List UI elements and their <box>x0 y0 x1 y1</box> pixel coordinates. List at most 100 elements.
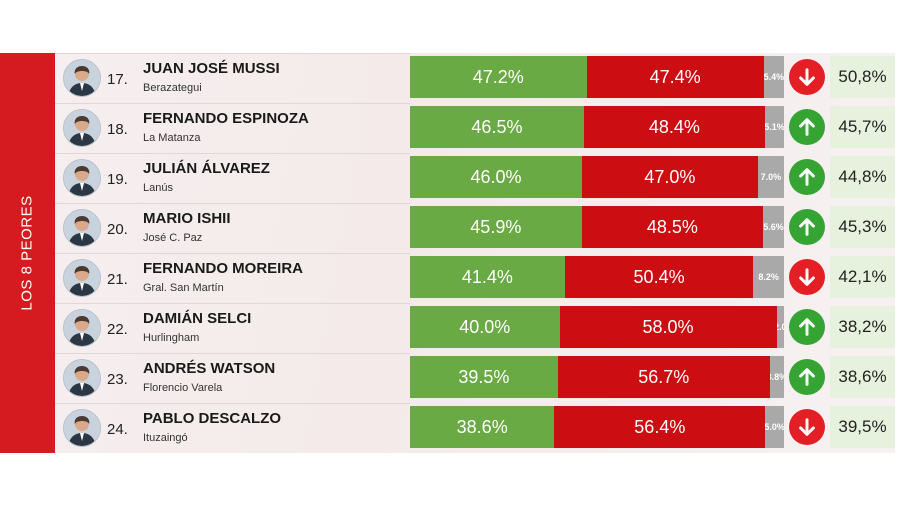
mayor-name: JUAN JOSÉ MUSSI <box>143 60 280 77</box>
table-row-4: 20. MARIO ISHII José C. Paz 45.9% 48.5% … <box>55 203 895 253</box>
opinion-bar: 46.0% 47.0% 7.0% <box>410 156 784 198</box>
district-name: Florencio Varela <box>143 382 223 394</box>
ns-nc-segment: 5.0% <box>765 406 784 448</box>
ns-nc-label: 5.4% <box>763 72 784 82</box>
trend-badge <box>789 259 825 295</box>
district-name: Gral. San Martín <box>143 282 224 294</box>
arrow-down-icon <box>799 68 815 86</box>
positive-segment: 46.0% <box>410 156 583 198</box>
positive-label: 46.5% <box>471 116 523 137</box>
negative-segment: 56.7% <box>557 356 770 398</box>
opinion-bar: 38.6% 56.4% 5.0% <box>410 406 784 448</box>
row-divider <box>55 53 410 54</box>
trend-badge <box>789 409 825 445</box>
row-divider <box>55 403 410 404</box>
row-divider <box>55 103 410 104</box>
positive-label: 45.9% <box>470 216 522 237</box>
positive-segment: 47.2% <box>410 56 587 98</box>
opinion-bar: 45.9% 48.5% 5.6% <box>410 206 784 248</box>
trend-badge <box>789 59 825 95</box>
arrow-down-icon <box>799 418 815 436</box>
ns-nc-segment: 5.4% <box>763 56 784 98</box>
ns-nc-segment: 8.2% <box>753 256 784 298</box>
previous-value: 42,1% <box>830 256 895 298</box>
ns-nc-label: 2.0 <box>777 322 784 332</box>
avatar <box>63 359 101 397</box>
person-icon <box>64 60 100 96</box>
table-row-1: 17. JUAN JOSÉ MUSSI Berazategui 47.2% 47… <box>55 53 895 103</box>
person-icon <box>64 160 100 196</box>
mayor-name: PABLO DESCALZO <box>143 410 282 427</box>
negative-label: 50.4% <box>633 266 685 287</box>
negative-segment: 50.4% <box>564 256 754 298</box>
mayor-name: FERNANDO ESPINOZA <box>143 110 309 127</box>
previous-value: 38,6% <box>830 356 895 398</box>
arrow-down-icon <box>799 268 815 286</box>
table-row-6: 22. DAMIÁN SELCI Hurlingham 40.0% 58.0% … <box>55 303 895 353</box>
opinion-bar: 40.0% 58.0% 2.0 <box>410 306 784 348</box>
ns-nc-segment: 7.0% <box>757 156 784 198</box>
negative-segment: 48.5% <box>581 206 764 248</box>
person-icon <box>64 360 100 396</box>
table-row-7: 23. ANDRÉS WATSON Florencio Varela 39.5%… <box>55 353 895 403</box>
ns-nc-label: 5.0% <box>765 422 784 432</box>
rank-number: 23. <box>107 371 128 388</box>
person-icon <box>64 410 100 446</box>
previous-value: 45,3% <box>830 206 895 248</box>
positive-segment: 46.5% <box>410 106 584 148</box>
avatar <box>63 259 101 297</box>
trend-badge <box>789 109 825 145</box>
positive-segment: 39.5% <box>410 356 558 398</box>
district-name: Hurlingham <box>143 332 200 344</box>
mayor-name: JULIÁN ÁLVAREZ <box>143 160 270 177</box>
row-divider <box>55 303 410 304</box>
avatar <box>63 59 101 97</box>
trend-badge <box>789 209 825 245</box>
previous-value: 45,7% <box>830 106 895 148</box>
avatar <box>63 159 101 197</box>
arrow-up-icon <box>799 368 815 386</box>
negative-label: 48.4% <box>648 116 700 137</box>
negative-label: 47.0% <box>644 166 696 187</box>
opinion-bar: 47.2% 47.4% 5.4% <box>410 56 784 98</box>
negative-segment: 56.4% <box>554 406 766 448</box>
trend-badge <box>789 159 825 195</box>
mayor-name: ANDRÉS WATSON <box>143 360 276 377</box>
rank-number: 20. <box>107 221 128 238</box>
ns-nc-segment: 2.0 <box>776 306 784 348</box>
arrow-up-icon <box>799 218 815 236</box>
person-icon <box>64 210 100 246</box>
row-divider <box>55 153 410 154</box>
rank-number: 24. <box>107 421 128 438</box>
opinion-bar: 41.4% 50.4% 8.2% <box>410 256 784 298</box>
avatar <box>63 409 101 447</box>
trend-badge <box>789 359 825 395</box>
previous-value: 44,8% <box>830 156 895 198</box>
rank-number: 21. <box>107 271 128 288</box>
side-band <box>0 53 55 453</box>
rank-number: 17. <box>107 71 128 88</box>
ns-nc-label: 3.8% <box>770 372 784 382</box>
previous-value: 50,8% <box>830 56 895 98</box>
negative-segment: 58.0% <box>559 306 777 348</box>
table-row-8: 24. PABLO DESCALZO Ituzaingó 38.6% 56.4%… <box>55 403 895 453</box>
negative-segment: 47.4% <box>586 56 764 98</box>
district-name: La Matanza <box>143 132 201 144</box>
negative-label: 56.7% <box>638 366 690 387</box>
mayor-name: MARIO ISHII <box>143 210 231 227</box>
positive-label: 46.0% <box>470 166 522 187</box>
person-icon <box>64 310 100 346</box>
rank-number: 19. <box>107 171 128 188</box>
avatar <box>63 309 101 347</box>
negative-label: 47.4% <box>649 66 701 87</box>
table-row-2: 18. FERNANDO ESPINOZA La Matanza 46.5% 4… <box>55 103 895 153</box>
arrow-up-icon <box>799 318 815 336</box>
avatar <box>63 209 101 247</box>
avatar <box>63 109 101 147</box>
positive-segment: 41.4% <box>410 256 565 298</box>
trend-badge <box>789 309 825 345</box>
district-name: José C. Paz <box>143 232 203 244</box>
side-title: LOS 8 PEORES <box>18 195 36 311</box>
previous-value: 39,5% <box>830 406 895 448</box>
table-row-5: 21. FERNANDO MOREIRA Gral. San Martín 41… <box>55 253 895 303</box>
